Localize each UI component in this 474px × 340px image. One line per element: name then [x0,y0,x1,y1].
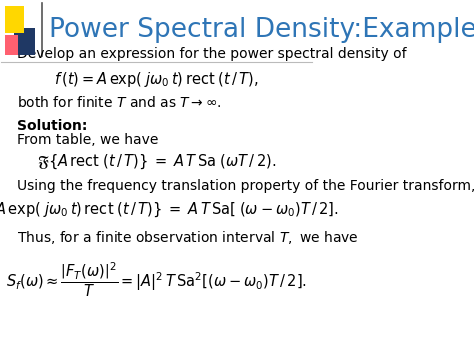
Text: Develop an expression for the power spectral density of: Develop an expression for the power spec… [17,47,407,61]
Text: Thus, for a finite observation interval $T,$ we have: Thus, for a finite observation interval … [17,229,359,246]
Text: $f\,(t) = A\,\exp(\;j\omega_0\,t)\,\mathrm{rect}\;(t\,/\,T),$: $f\,(t) = A\,\exp(\;j\omega_0\,t)\,\math… [54,70,259,89]
Text: Using the frequency translation property of the Fourier transform, we get: Using the frequency translation property… [17,179,474,193]
Text: both for finite $T$ and as $T \rightarrow \infty$.: both for finite $T$ and as $T \rightarro… [17,95,221,110]
Text: Solution:: Solution: [17,119,87,133]
Text: $S_f(\omega) \approx \dfrac{\left|F_T(\omega)\right|^2}{T} = |A|^2\,T\,\mathrm{S: $S_f(\omega) \approx \dfrac{\left|F_T(\o… [6,260,307,299]
Text: From table, we have: From table, we have [17,133,158,147]
Bar [14,28,35,55]
Text: $\mathfrak{F}\{A\,\mathrm{rect}\;(t\,/\,T)\} \;=\; A\,T\,\mathrm{Sa}\;(\omega T\: $\mathfrak{F}\{A\,\mathrm{rect}\;(t\,/\,… [37,153,276,171]
Bar [5,6,24,33]
Bar [5,35,18,55]
Text: $\mathfrak{F}\{A\,\exp(\;j\omega_0\,t)\,\mathrm{rect}\;(t\,/\,T)\} \;=\; A\,T\,\: $\mathfrak{F}\{A\,\exp(\;j\omega_0\,t)\,… [0,201,338,219]
Text: Power Spectral Density:Example: Power Spectral Density:Example [49,17,474,43]
